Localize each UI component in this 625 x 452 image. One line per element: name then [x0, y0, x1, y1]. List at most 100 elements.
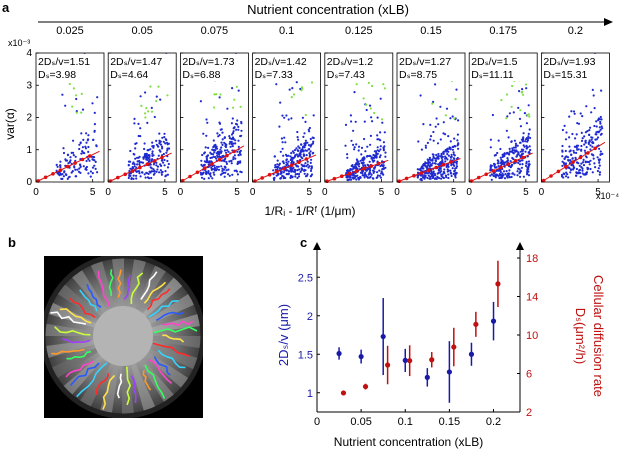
data-point — [455, 171, 458, 174]
ratio-point — [336, 350, 342, 357]
outlier-point — [145, 107, 148, 110]
data-point — [302, 145, 305, 148]
data-point — [569, 149, 572, 152]
data-point — [451, 148, 454, 151]
data-point — [89, 170, 92, 173]
data-point — [575, 151, 578, 154]
binned-mean-point — [449, 160, 453, 164]
data-point — [578, 172, 581, 175]
right-tick-label: 6 — [526, 369, 532, 381]
data-point — [527, 104, 530, 107]
data-point — [455, 88, 458, 91]
data-point — [496, 151, 499, 155]
data-point — [91, 102, 94, 105]
ratio-label: 2Dₛ/v=1.51 — [38, 56, 90, 68]
data-point — [152, 168, 155, 171]
data-point — [598, 171, 602, 174]
data-point — [416, 168, 419, 171]
data-point — [289, 155, 292, 158]
data-point — [294, 175, 297, 178]
data-point — [155, 170, 158, 173]
data-point — [307, 166, 310, 169]
data-point — [142, 156, 145, 159]
data-point — [519, 175, 522, 178]
colony-image — [44, 256, 203, 418]
outlier-point — [72, 87, 75, 90]
cell-trajectory — [148, 300, 179, 318]
data-point — [592, 94, 595, 97]
data-point — [363, 120, 366, 123]
data-point — [573, 112, 576, 115]
data-point — [576, 122, 579, 125]
data-point — [203, 177, 206, 180]
data-point — [203, 163, 206, 166]
data-point — [363, 176, 366, 179]
outlier-point — [520, 91, 523, 94]
data-point — [599, 150, 602, 153]
data-point — [141, 171, 144, 174]
data-point — [363, 137, 366, 141]
data-point — [228, 160, 231, 163]
data-point — [501, 153, 504, 156]
data-point — [381, 168, 384, 171]
data-point — [521, 150, 524, 153]
data-point — [584, 139, 587, 142]
outlier-point — [300, 89, 303, 92]
data-point — [574, 156, 577, 159]
outlier-point — [213, 106, 216, 109]
data-point — [493, 172, 496, 175]
data-point — [456, 133, 459, 136]
data-point — [303, 169, 306, 172]
data-point — [369, 175, 372, 178]
data-point — [307, 148, 310, 151]
data-point — [433, 157, 436, 160]
data-point — [363, 174, 366, 177]
data-point — [495, 173, 499, 176]
data-point — [583, 149, 587, 152]
data-point — [379, 131, 382, 134]
data-point — [210, 166, 213, 169]
data-point — [506, 176, 509, 179]
data-point — [155, 139, 158, 142]
data-point — [501, 172, 504, 175]
data-point — [296, 172, 299, 176]
data-point — [520, 166, 524, 169]
outlier-point — [527, 113, 531, 116]
data-point — [585, 173, 588, 176]
data-point — [216, 132, 219, 135]
binned-mean-point — [138, 165, 142, 170]
data-point — [356, 161, 359, 164]
data-point — [236, 161, 239, 164]
data-point — [290, 168, 293, 171]
binned-mean-point — [130, 169, 135, 173]
data-point — [63, 171, 66, 174]
x-tick-label: 0.05 — [350, 416, 371, 428]
y-exponent-label: x10⁻³ — [8, 38, 30, 48]
data-point — [497, 160, 500, 163]
binned-mean-point — [203, 166, 207, 170]
data-point — [290, 152, 293, 155]
data-point — [221, 131, 224, 134]
data-point — [446, 147, 449, 150]
data-point — [223, 136, 226, 140]
data-point — [312, 140, 315, 143]
data-point — [522, 132, 525, 135]
data-point — [503, 163, 506, 166]
colony-sector — [148, 343, 198, 370]
label-box — [542, 54, 609, 81]
data-point — [349, 168, 352, 171]
data-point — [435, 117, 438, 120]
ratio-label: 2Dₛ/v=1.47 — [110, 56, 162, 68]
data-point — [217, 168, 221, 171]
data-point — [583, 135, 586, 138]
outlier-point — [380, 118, 384, 121]
data-point — [220, 150, 223, 153]
data-point — [429, 138, 432, 141]
data-point — [489, 174, 492, 177]
data-point — [234, 157, 237, 160]
binned-mean-point — [65, 164, 70, 169]
data-point — [428, 156, 431, 159]
data-point — [526, 166, 529, 169]
binned-mean-point — [434, 165, 438, 170]
